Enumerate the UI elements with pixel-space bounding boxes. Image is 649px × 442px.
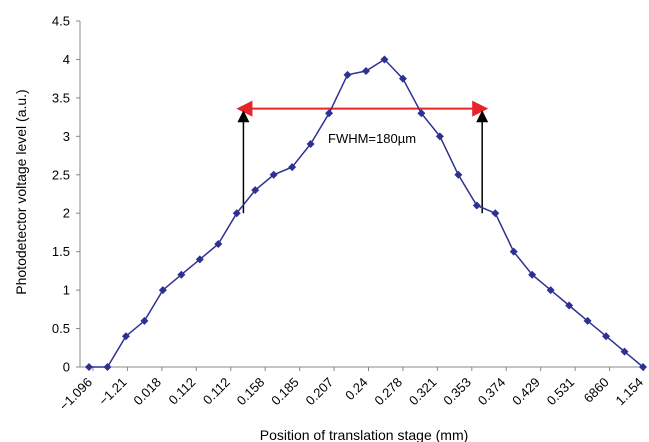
- data-point: [140, 316, 149, 325]
- data-point: [269, 170, 278, 179]
- data-point: [528, 270, 537, 279]
- data-point: [509, 247, 518, 256]
- x-tick-label: 0.374: [475, 375, 509, 409]
- data-point: [362, 66, 370, 75]
- data-point: [325, 109, 334, 118]
- series-markers: [85, 55, 647, 371]
- data-point: [454, 170, 463, 179]
- y-tick-label: 3: [63, 129, 70, 144]
- data-point: [158, 286, 167, 295]
- data-point: [435, 132, 444, 141]
- x-tick-label: 0.158: [234, 375, 268, 409]
- x-axis-title: Position of translation stage (mm): [260, 427, 469, 442]
- data-point: [565, 301, 574, 310]
- x-tick-label: 0.112: [165, 375, 198, 408]
- data-point: [472, 201, 481, 210]
- x-tick-label: −1.096: [56, 375, 95, 414]
- data-point: [288, 163, 297, 172]
- y-axis-title: Photodetector voltage level (a.u.): [13, 89, 29, 294]
- x-tick-label: 0.531: [544, 375, 578, 409]
- y-axis-ticks: 0 0.5 1 1.5 2 2.5 3 3.5 4 4.5: [52, 14, 80, 375]
- x-tick-label: −1.21: [96, 375, 130, 409]
- data-point: [343, 70, 352, 79]
- x-tick-label: 0.278: [371, 375, 405, 409]
- data-point: [306, 140, 315, 149]
- y-tick-label: 4: [63, 52, 70, 67]
- y-tick-label: 4.5: [52, 14, 70, 29]
- data-point: [177, 270, 186, 279]
- data-point: [546, 286, 555, 295]
- data-point: [195, 255, 204, 264]
- data-point: [417, 109, 426, 118]
- y-tick-label: 2.5: [52, 167, 70, 182]
- x-tick-label: 0.429: [509, 375, 543, 409]
- data-point: [639, 363, 647, 371]
- data-point: [380, 55, 389, 64]
- data-point: [398, 74, 407, 83]
- x-axis-ticks: −1.096 −1.21 0.018 0.112 0.112 0.158 0.185 0.20…: [56, 367, 646, 413]
- y-tick-label: 2: [63, 206, 70, 221]
- data-point: [620, 347, 629, 356]
- x-tick-label: 1.154: [613, 375, 647, 409]
- data-point: [121, 332, 130, 341]
- x-tick-label: 0.24: [342, 375, 371, 404]
- y-tick-label: 0: [63, 360, 70, 375]
- y-tick-label: 3.5: [52, 90, 70, 105]
- x-tick-label: 0.353: [440, 375, 474, 409]
- fwhm-label: FWHM=180µm: [328, 131, 416, 146]
- y-tick-label: 1: [63, 283, 70, 298]
- data-point: [103, 363, 112, 371]
- x-tick-label: 0.207: [303, 375, 337, 409]
- y-tick-label: 1.5: [52, 244, 70, 259]
- x-tick-label: 0.018: [130, 375, 164, 409]
- fwhm-annotation: FWHM=180µm: [236, 100, 489, 214]
- data-point: [214, 239, 223, 248]
- data-point: [232, 209, 241, 218]
- y-tick-label: 0.5: [52, 321, 70, 336]
- data-point: [583, 316, 592, 325]
- series-line: [89, 58, 644, 368]
- x-tick-label: 0.112: [200, 375, 233, 408]
- x-tick-label: 0.321: [406, 375, 440, 409]
- data-point: [491, 209, 500, 218]
- data-point: [602, 332, 611, 341]
- data-point: [85, 363, 93, 371]
- data-point: [251, 186, 260, 195]
- x-tick-label: 0.185: [268, 375, 302, 409]
- x-tick-label: 6860: [581, 375, 612, 406]
